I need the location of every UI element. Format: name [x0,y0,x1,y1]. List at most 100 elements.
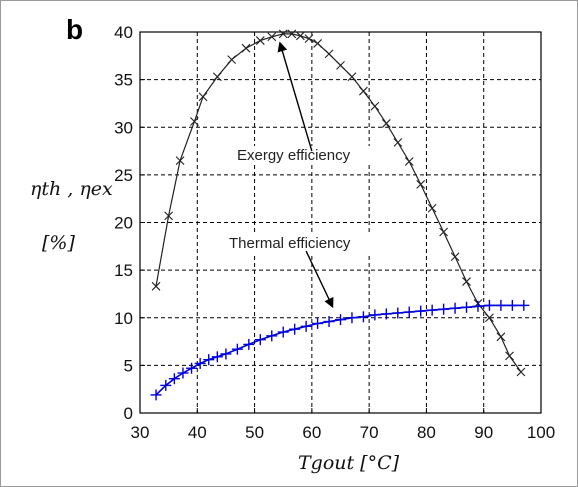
data-point-thermal [357,311,369,323]
x-tick-label: 60 [302,423,321,442]
series-line-exergy [155,33,522,373]
data-point-exergy [296,31,305,41]
marker-x-stroke [496,332,506,342]
data-point-exergy [516,367,526,377]
data-point-exergy [496,332,506,342]
data-point-thermal [369,309,381,321]
data-point-exergy [287,29,297,39]
data-point-exergy [505,351,514,361]
marker-x-stroke [485,313,494,323]
y-axis-label-eta: ηth , ηex [30,178,113,200]
data-point-thermal [380,308,392,320]
marker-x-stroke [347,72,357,82]
y-tick-label: 35 [114,71,133,90]
x-tick-label: 30 [131,423,150,442]
marker-x-stroke [381,119,391,128]
y-tick-label: 5 [124,356,133,375]
data-point-exergy [404,157,414,166]
marker-x-stroke [278,29,288,39]
data-point-thermal [177,367,189,379]
data-point-thermal [243,338,255,350]
y-tick-label: 0 [124,404,133,423]
annotation-background [234,146,394,165]
data-point-thermal [220,348,232,360]
data-point-exergy [485,313,494,323]
marker-x-stroke [241,43,251,53]
annotation-label: Exergy efficiency [237,147,351,164]
axes: 30 40 50 60 70 80 90 100 0 5 10 15 20 25 30 35 40 [114,23,555,442]
annotation-arrow [277,41,313,152]
data-point-thermal [506,299,518,311]
marker-x-stroke [393,138,403,147]
data-point-exergy [227,55,237,65]
data-point-exergy [241,43,251,53]
marker-x-stroke [267,32,277,42]
data-point-thermal [449,302,461,314]
y-axis-label-unit: [%] [42,232,75,254]
data-point-thermal [518,299,530,311]
x-tick-label: 80 [417,423,436,442]
y-tick-label: 10 [114,309,133,328]
marker-x-stroke [296,31,305,41]
data-point-exergy [255,36,265,45]
y-tick-label: 30 [114,118,133,137]
y-tick-label: 40 [114,23,133,42]
marker-x-stroke [190,117,199,126]
data-point-exergy [336,60,345,70]
data-point-thermal [461,301,473,313]
data-point-exergy [313,39,322,48]
annotations: Exergy efficiency Thermal efficiency [226,41,394,309]
marker-x-stroke [462,277,471,286]
marker-x-stroke [255,36,265,45]
marker-x-stroke [324,49,334,59]
data-point-thermal [168,373,180,385]
data-point-thermal [392,307,404,319]
data-point-thermal [335,314,346,326]
plot-area-border [139,31,542,414]
data-point-thermal [231,343,243,355]
x-tick-label: 40 [188,423,207,442]
data-point-exergy [212,72,222,82]
marker-x-stroke [304,34,314,44]
data-point-thermal [300,320,312,332]
annotation-background [226,234,386,253]
series [150,29,530,401]
x-tick-label: 100 [527,423,555,442]
annotation-label: Thermal efficiency [229,235,351,252]
data-point-thermal [194,357,206,369]
data-point-exergy [347,72,357,82]
y-tick-label: 20 [114,214,133,233]
data-point-exergy [370,101,380,111]
y-tick-label: 25 [114,166,133,185]
data-point-thermal [150,389,162,401]
data-point-exergy [359,86,368,96]
marker-x-stroke [151,281,161,291]
data-point-exergy [439,227,449,237]
data-point-thermal [438,303,450,315]
data-point-exergy [427,203,437,213]
marker-x-stroke [336,60,345,70]
data-point-thermal [495,299,507,311]
marker-x-stroke [439,227,449,237]
data-point-thermal [289,323,301,335]
grid [140,32,541,413]
data-point-thermal [415,305,427,317]
marker-x-stroke [450,252,460,262]
data-point-thermal [483,299,495,311]
marker-x-stroke [370,101,380,111]
x-axis-label: Tgout [°C] [298,452,400,474]
data-point-thermal [312,317,324,329]
marker-x-stroke [313,39,322,48]
data-point-exergy [393,138,403,147]
data-point-exergy [278,29,288,39]
data-point-exergy [267,32,277,42]
marker-x-stroke [404,157,414,166]
data-point-thermal [323,316,335,328]
x-tick-label: 90 [474,423,493,442]
data-point-exergy [151,281,161,291]
marker-x-stroke [227,55,237,65]
marker-x-stroke [505,351,514,361]
data-point-exergy [190,117,199,126]
data-point-exergy [381,119,391,128]
